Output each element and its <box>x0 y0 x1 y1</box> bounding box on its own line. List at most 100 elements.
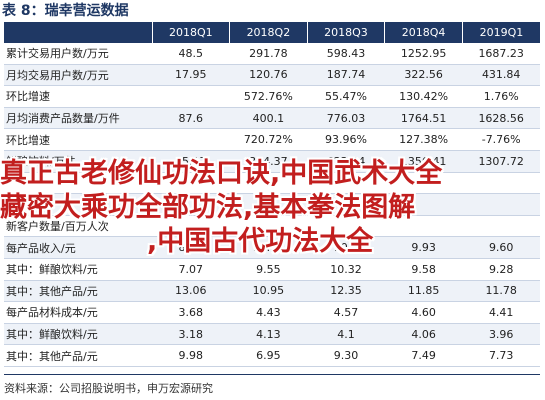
table-cell: 1628.56 <box>462 107 540 130</box>
table-row: 月均交易用户数/万元 17.95 120.76 187.74 322.56 431.84 <box>4 64 540 87</box>
column-header: 2018Q3 <box>306 22 385 43</box>
row-label: 新客户数量/百万人次 <box>4 215 152 238</box>
table-cell <box>152 172 230 195</box>
column-header: 2019Q1 <box>461 22 540 43</box>
table-cell: 1.76% <box>462 85 540 108</box>
row-label: 月均交易用户数/万元 <box>4 64 152 87</box>
table-cell: 4.1 <box>307 323 385 346</box>
table-cell: 1307.72 <box>462 150 540 173</box>
table-cell: 400.1 <box>229 107 308 130</box>
table-cell <box>307 215 385 238</box>
table-cell: 120.76 <box>229 64 308 87</box>
table-cell: 11.85 <box>384 280 463 303</box>
table-cell: 4.57 <box>307 301 385 324</box>
table-cell <box>229 172 308 195</box>
source-note: 资料来源：公司招股说明书，申万宏源研究 <box>4 382 213 395</box>
table-cell: 431.84 <box>462 64 540 87</box>
column-header <box>4 22 152 43</box>
table-cell <box>152 128 230 151</box>
table-cell: 291.78 <box>229 43 308 65</box>
table-cell: 1252.95 <box>384 43 463 65</box>
table-cell: 7.49 <box>384 344 463 367</box>
table-row: 鲜酿饮料/万件 45.17 374.37 622.04 1356.41 1307.72 <box>4 150 540 173</box>
table-cell: 720.72% <box>229 128 308 151</box>
table-cell: 87.6 <box>152 107 230 130</box>
table-cell: 10.32 <box>307 258 385 281</box>
table-cell: 10.12 <box>229 236 308 259</box>
table-cell: 93.96% <box>307 128 385 151</box>
table-cell <box>152 85 230 108</box>
table-row: 其中：其他产品/元 9.98 6.95 9.30 7.49 7.73 <box>4 344 540 367</box>
table-cell: 622.04 <box>307 150 385 173</box>
table-cell: 8.86 <box>152 236 230 259</box>
table-row: 新客户数量/百万人次 <box>4 215 540 238</box>
table-cell: 17.95 <box>152 64 230 87</box>
table-row: 其中：鲜酿饮料/元 3.18 4.13 4.1 4.06 3.96 <box>4 323 540 346</box>
row-label: 每产品收入/元 <box>4 236 152 259</box>
table-row: 环比增速 720.72% 93.96% 127.38% -7.76% <box>4 128 540 151</box>
operating-data-table: 2018Q1 2018Q2 2018Q3 2018Q4 2019Q1 累计交易用… <box>4 22 540 367</box>
table-cell <box>462 172 540 195</box>
table-cell: 127.38% <box>384 128 463 151</box>
table-cell: 9.98 <box>152 344 230 367</box>
table-cell: 45.17 <box>152 150 230 173</box>
table-cell: 4.06 <box>384 323 463 346</box>
row-label: 累计交易用户数/万元 <box>4 43 152 65</box>
table-row: 其中：鲜酿饮料/元 7.07 9.55 10.32 9.58 9.28 <box>4 258 540 281</box>
table-cell: 3.96 <box>462 323 540 346</box>
table-row: 环比增速 572.76% 55.47% 130.42% 1.76% <box>4 85 540 108</box>
table-cell <box>229 193 308 216</box>
table-cell: 322.56 <box>384 64 463 87</box>
table-cell: 12.35 <box>307 280 385 303</box>
table-cell <box>152 193 230 216</box>
table-row <box>4 193 540 216</box>
table-cell: 776.03 <box>307 107 385 130</box>
table-cell <box>384 172 463 195</box>
row-label <box>4 193 152 216</box>
row-label: 环比增速 <box>4 128 152 151</box>
table-cell: 4.43 <box>229 301 308 324</box>
table-title: 表 8：瑞幸营运数据 <box>2 3 129 19</box>
table-cell: 1687.23 <box>462 43 540 65</box>
table-cell: 1356.41 <box>384 150 463 173</box>
table-row <box>4 172 540 195</box>
column-header: 2018Q4 <box>384 22 463 43</box>
table-cell <box>384 215 463 238</box>
row-label: 月均消费产品数量/万件 <box>4 107 152 130</box>
table-cell: 4.41 <box>462 301 540 324</box>
table-cell: 130.42% <box>384 85 463 108</box>
table-row: 每产品收入/元 8.86 10.12 10.8 9.93 9.60 <box>4 236 540 259</box>
row-label: 其中：其他产品/元 <box>4 280 152 303</box>
table-header-row: 2018Q1 2018Q2 2018Q3 2018Q4 2019Q1 <box>4 22 540 43</box>
table-cell: 6.95 <box>229 344 308 367</box>
table-cell <box>307 193 385 216</box>
table-cell: 598.43 <box>307 43 385 65</box>
table-row: 月均消费产品数量/万件 87.6 400.1 776.03 1764.51 1628.56 <box>4 107 540 130</box>
table-cell: 9.60 <box>462 236 540 259</box>
table-row: 每产品材料成本/元 3.68 4.43 4.57 4.60 4.41 <box>4 301 540 324</box>
table-cell: 10.8 <box>307 236 385 259</box>
table-cell <box>229 215 308 238</box>
table-cell: 187.74 <box>307 64 385 87</box>
table-cell: 9.28 <box>462 258 540 281</box>
table-cell: 3.68 <box>152 301 230 324</box>
row-label: 其中：鲜酿饮料/元 <box>4 323 152 346</box>
table-cell: 572.76% <box>229 85 308 108</box>
table-cell <box>152 215 230 238</box>
table-cell: 13.06 <box>152 280 230 303</box>
table-cell: 11.78 <box>462 280 540 303</box>
table-cell: 374.37 <box>229 150 308 173</box>
table-cell: 10.95 <box>229 280 308 303</box>
table-cell <box>384 193 463 216</box>
table-row: 其中：其他产品/元 13.06 10.95 12.35 11.85 11.78 <box>4 280 540 303</box>
table-cell: 48.5 <box>152 43 230 65</box>
table-cell: 4.60 <box>384 301 463 324</box>
row-label: 鲜酿饮料/万件 <box>4 150 152 173</box>
table-cell: -7.76% <box>462 128 540 151</box>
row-label: 其中：其他产品/元 <box>4 344 152 367</box>
table-cell: 9.55 <box>229 258 308 281</box>
table-cell: 1764.51 <box>384 107 463 130</box>
table-row: 累计交易用户数/万元 48.5 291.78 598.43 1252.95 1687.23 <box>4 43 540 65</box>
table-cell: 7.07 <box>152 258 230 281</box>
table-cell: 9.58 <box>384 258 463 281</box>
